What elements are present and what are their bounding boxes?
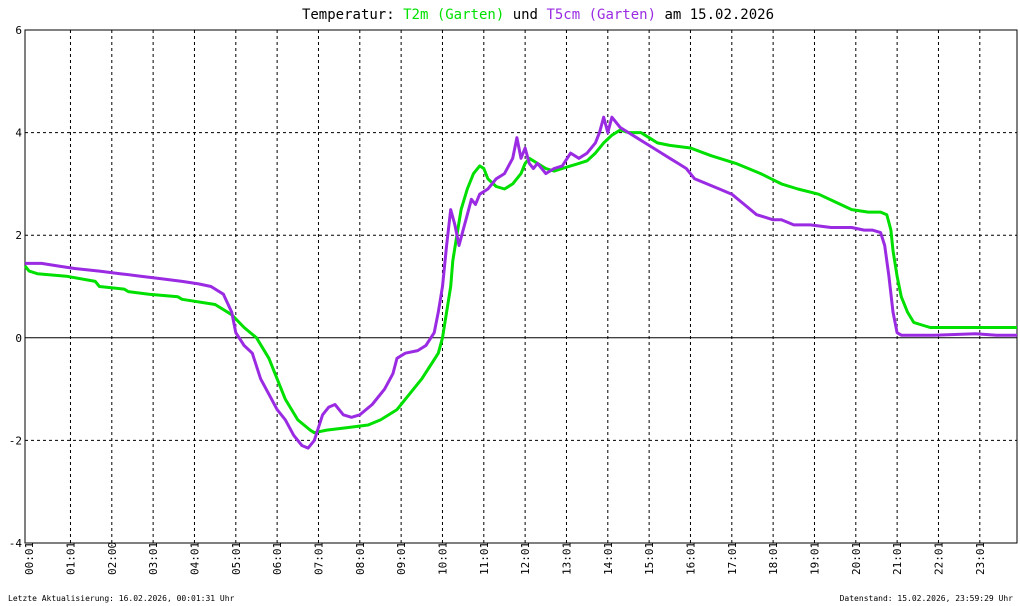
- x-tick-label: 21:01: [891, 542, 904, 575]
- x-tick-label: 13:01: [560, 542, 573, 575]
- y-axis-ticks: -4 -2 0 2 4 6: [9, 24, 23, 550]
- x-tick-label: 22:01: [932, 542, 945, 575]
- title-suffix: am 15.02.2026: [664, 7, 774, 23]
- x-tick-label: 17:01: [726, 542, 739, 575]
- title-series2: T5cm (Garten): [546, 7, 656, 23]
- series-layer: [23, 115, 1017, 450]
- x-tick-label: 20:01: [850, 542, 863, 575]
- y-tick-label: 4: [15, 127, 22, 140]
- t2m-series-line: [23, 128, 1017, 435]
- title-series1: T2m (Garten): [403, 7, 504, 23]
- x-tick-label: 18:01: [767, 542, 780, 575]
- y-tick-label: 0: [15, 332, 22, 345]
- x-tick-label: 01:01: [64, 542, 77, 575]
- x-tick-label: 06:01: [271, 542, 284, 575]
- x-tick-label: 14:01: [602, 542, 615, 575]
- chart-title: Temperatur: T2m (Garten) und T5cm (Garte…: [302, 7, 774, 23]
- x-tick-label: 23:01: [974, 542, 987, 575]
- x-tick-label: 19:01: [808, 542, 821, 575]
- grid: [25, 30, 1017, 543]
- x-tick-label: 04:01: [188, 542, 201, 575]
- data-status-text: Datenstand: 15.02.2026, 23:59:29 Uhr: [840, 594, 1014, 603]
- plot-frame: [24, 29, 1018, 544]
- x-tick-label: 12:01: [519, 542, 532, 575]
- y-tick-label: 2: [15, 229, 22, 242]
- x-tick-label: 00:01: [23, 542, 36, 575]
- x-tick-label: 15:01: [643, 542, 656, 575]
- x-axis-ticks: 00:01 01:01 02:00 03:01 04:01 05:01 06:01 07:01…: [23, 542, 987, 575]
- x-tick-label: 02:00: [106, 542, 119, 575]
- x-tick-label: 11:01: [478, 542, 491, 575]
- x-tick-label: 07:01: [312, 542, 325, 575]
- title-prefix: Temperatur:: [302, 7, 395, 23]
- x-tick-label: 03:01: [147, 542, 160, 575]
- y-tick-label: 6: [15, 24, 22, 37]
- y-tick-label: -2: [9, 434, 22, 447]
- x-tick-label: 09:01: [395, 542, 408, 575]
- y-tick-label: -4: [9, 537, 23, 550]
- x-tick-label: 16:01: [684, 542, 697, 575]
- last-update-text: Letzte Aktualisierung: 16.02.2026, 00:01…: [8, 594, 235, 603]
- x-tick-label: 05:01: [230, 542, 243, 575]
- title-connector: und: [513, 7, 538, 23]
- x-tick-label: 10:01: [436, 542, 449, 575]
- t5cm-series-line: [25, 115, 1017, 450]
- x-tick-label: 08:01: [354, 542, 367, 575]
